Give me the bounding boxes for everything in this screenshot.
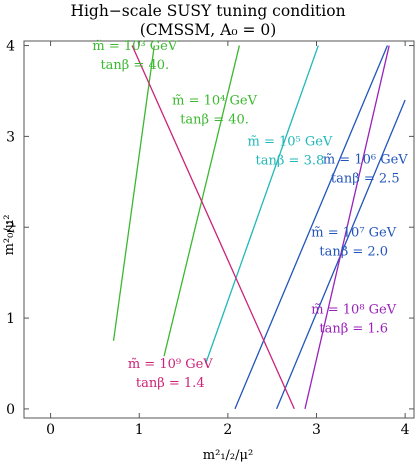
plot-frame — [23, 40, 415, 419]
annotation-5-tanbeta: tanβ = 2.0 — [319, 244, 388, 259]
series-line-1 — [112, 45, 155, 341]
annotation-2-tanbeta: tanβ = 40. — [180, 113, 249, 128]
y-tick-label: 1 — [6, 311, 15, 327]
annotation-3-tanbeta: tanβ = 3.8 — [256, 153, 325, 168]
annotation-4-tanbeta: tanβ = 2.5 — [331, 172, 400, 187]
x-tick-label: 1 — [135, 422, 144, 438]
series-line-3 — [205, 45, 319, 364]
annotation-7-mass: m̃ = 10⁹ GeV — [128, 357, 213, 372]
annotation-1-mass: m̃ = 10³ GeV — [92, 39, 177, 54]
line-annotations: m̃ = 10³ GeV tanβ = 40. m̃ = 10⁴ GeV tanβ =… — [92, 39, 408, 391]
x-tick-label: 2 — [223, 422, 232, 438]
annotation-1-tanbeta: tanβ = 40. — [100, 58, 169, 73]
series-line-4 — [234, 45, 389, 410]
annotation-5-mass: m̃ = 10⁷ GeV — [311, 225, 396, 240]
y-axis-label: m²₀/μ² — [2, 215, 17, 256]
x-axis-label: m²₁/₂/μ² — [203, 448, 253, 463]
annotation-6-mass: m̃ = 10⁸ GeV — [311, 303, 396, 318]
x-tick-label: 3 — [312, 422, 321, 438]
y-tick-label: 4 — [6, 39, 15, 55]
chart-title-line2: (CMSSM, A₀ = 0) — [140, 21, 277, 39]
annotation-6-tanbeta: tanβ = 1.6 — [319, 322, 388, 337]
annotation-3-mass: m̃ = 10⁵ GeV — [247, 134, 332, 149]
y-tick-label: 3 — [6, 129, 15, 145]
annotation-4-mass: m̃ = 10⁶ GeV — [323, 153, 408, 168]
y-tick-label: 0 — [6, 402, 15, 418]
series-line-6 — [304, 45, 390, 410]
x-tick-label: 4 — [401, 422, 410, 438]
y-tick-label: 2 — [6, 220, 15, 236]
x-tick-label: 0 — [46, 422, 55, 438]
chart-title-line1: High−scale SUSY tuning condition — [70, 2, 345, 20]
series-lines — [112, 45, 406, 410]
annotation-2-mass: m̃ = 10⁴ GeV — [172, 94, 257, 109]
series-line-7 — [131, 45, 295, 410]
annotation-7-tanbeta: tanβ = 1.4 — [136, 376, 205, 391]
axis-ticks: 0 1 2 3 4 0 1 2 3 4 — [6, 39, 414, 438]
